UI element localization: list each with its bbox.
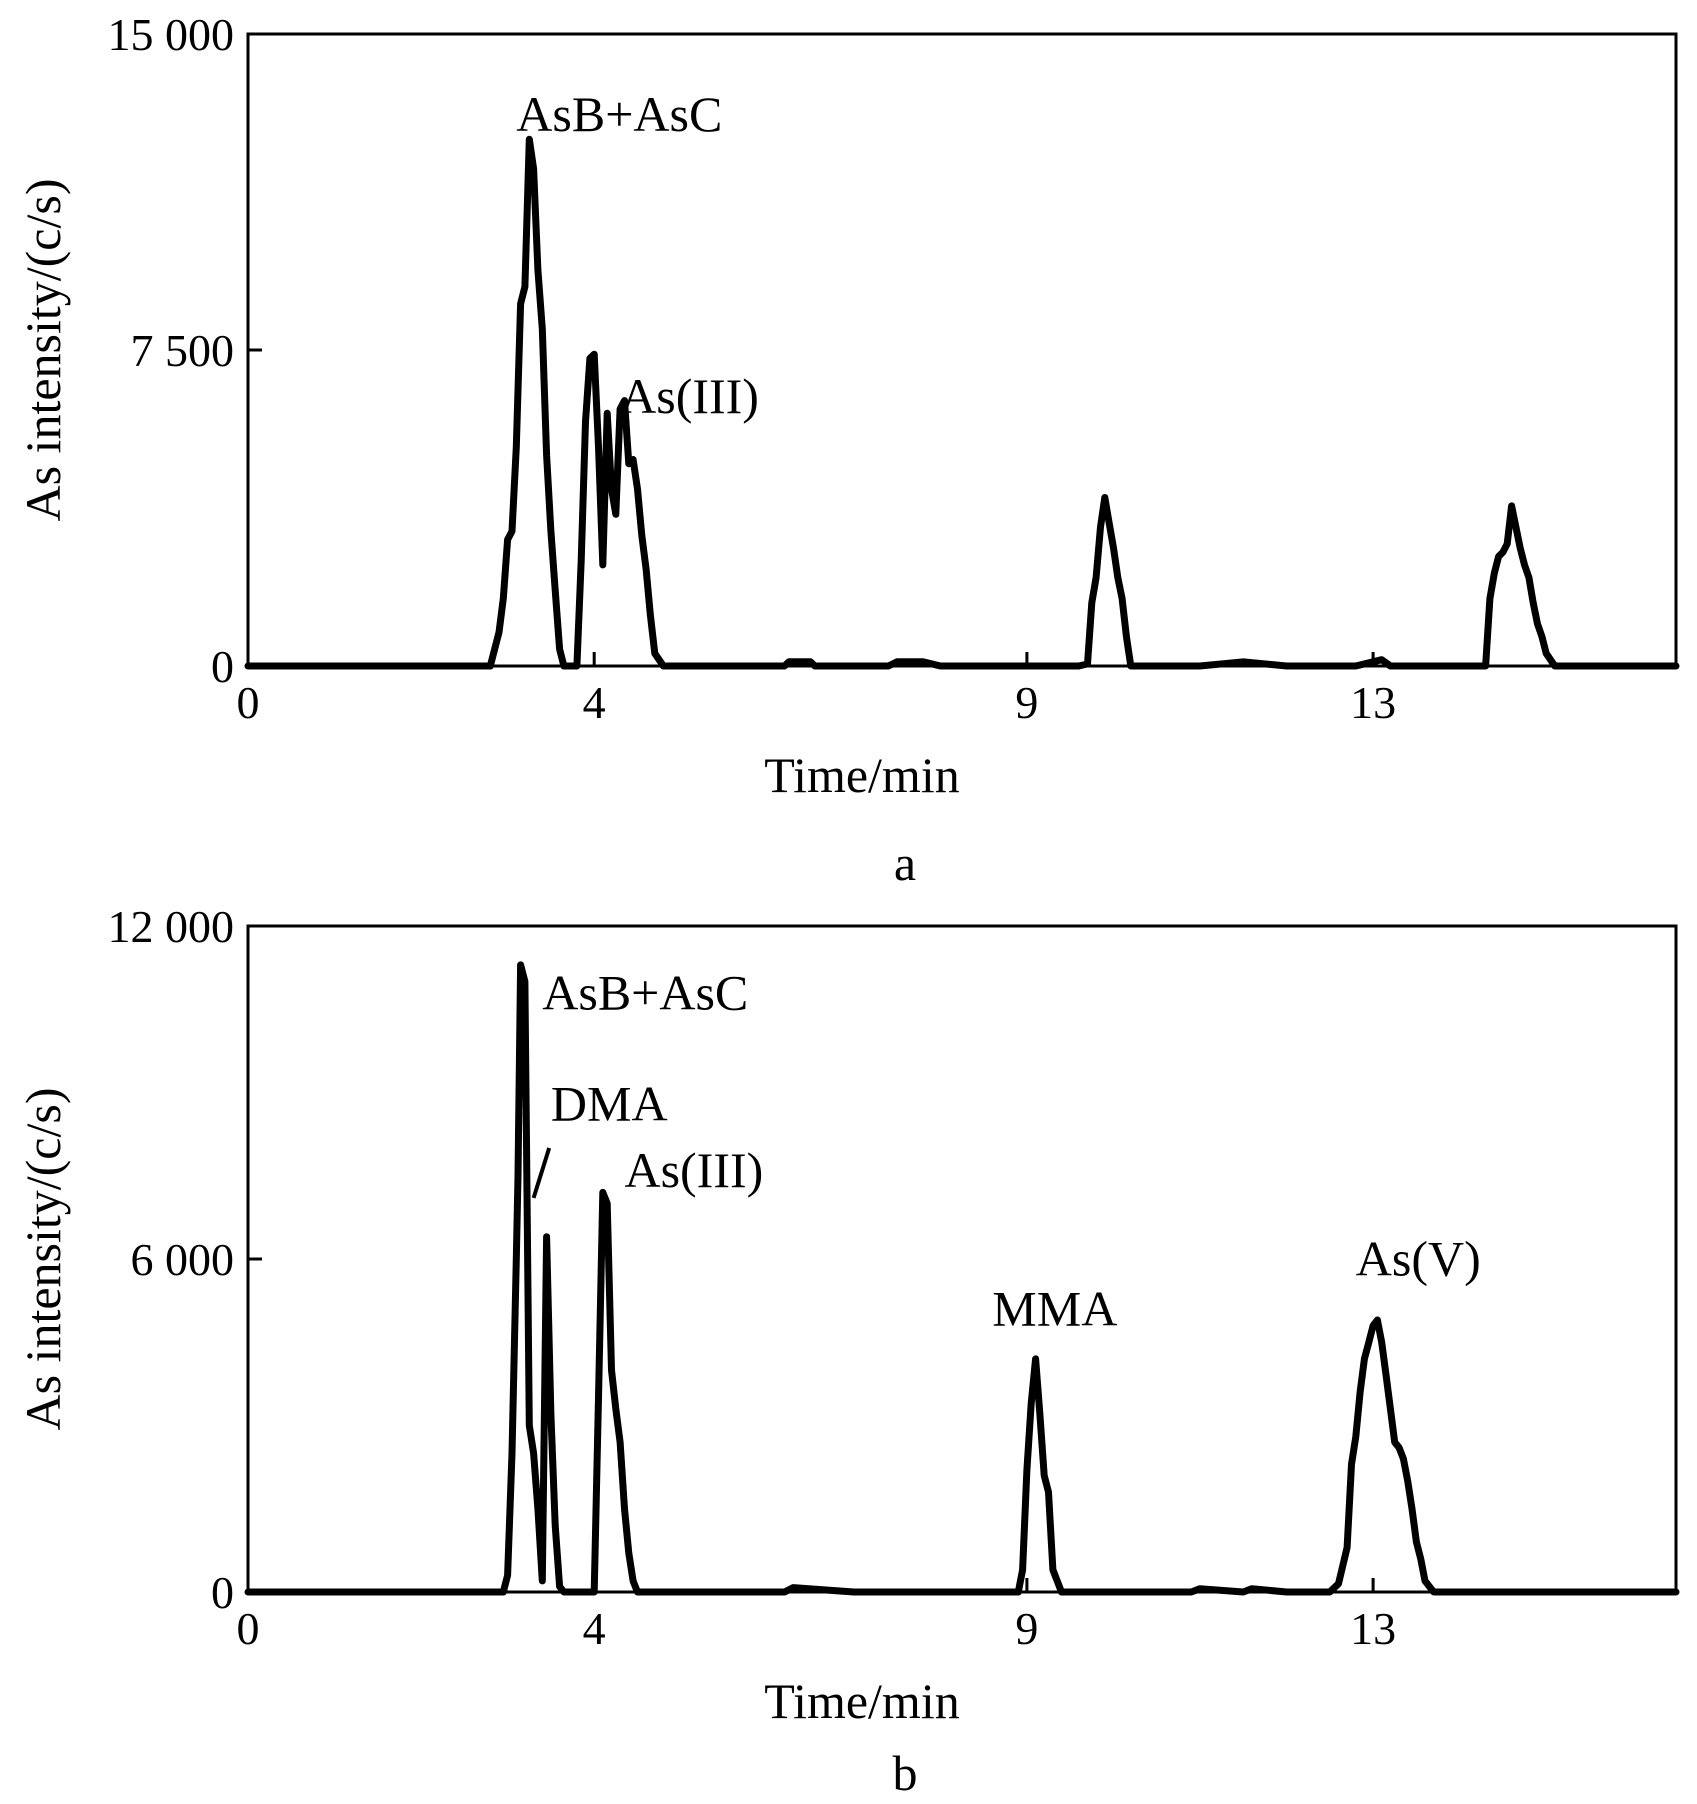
y-tick-label: 0 — [211, 641, 234, 692]
y-tick-label: 6 000 — [131, 1234, 235, 1285]
x-tick-label: 4 — [583, 1603, 606, 1654]
peak-label: DMA — [551, 1075, 668, 1131]
peak-label: AsB+AsC — [516, 86, 722, 142]
peak-label: As(III) — [620, 368, 759, 424]
y-tick-label: 12 000 — [108, 901, 235, 952]
peak-label: AsB+AsC — [542, 964, 748, 1020]
x-tick-label: 9 — [1015, 677, 1038, 728]
y-tick-label: 15 000 — [108, 9, 235, 60]
y-axis-title: As intensity/(c/s) — [15, 1087, 71, 1430]
peak-label: As(III) — [624, 1142, 763, 1198]
panel-label: b — [893, 1745, 918, 1801]
dma-leader-line — [531, 1147, 552, 1199]
x-tick-label: 4 — [583, 677, 606, 728]
panel-a: 0 4 9 13 0 7 500 15 000 Time/min As intensity/(c… — [15, 9, 1680, 891]
chromatogram-trace — [244, 961, 1680, 1596]
x-tick-label: 0 — [237, 1603, 260, 1654]
panel-b: 0 4 9 13 0 6 000 12 000 Time/min As intensity/(c… — [15, 901, 1680, 1801]
x-axis-title: Time/min — [764, 1673, 959, 1729]
y-tick-label: 7 500 — [131, 325, 235, 376]
peak-label: As(V) — [1356, 1231, 1481, 1287]
x-tick-label: 9 — [1015, 1603, 1038, 1654]
plot-frame — [246, 32, 1678, 668]
y-tick-label: 0 — [211, 1567, 234, 1618]
y-axis-title: As intensity/(c/s) — [15, 178, 71, 521]
x-tick-label: 13 — [1350, 1603, 1396, 1654]
chromatogram-trace — [244, 135, 1680, 670]
panel-label: a — [894, 835, 916, 891]
x-tick-label: 0 — [237, 677, 260, 728]
peak-label: MMA — [992, 1281, 1117, 1337]
x-axis-title: Time/min — [764, 747, 959, 803]
x-tick-label: 13 — [1350, 677, 1396, 728]
